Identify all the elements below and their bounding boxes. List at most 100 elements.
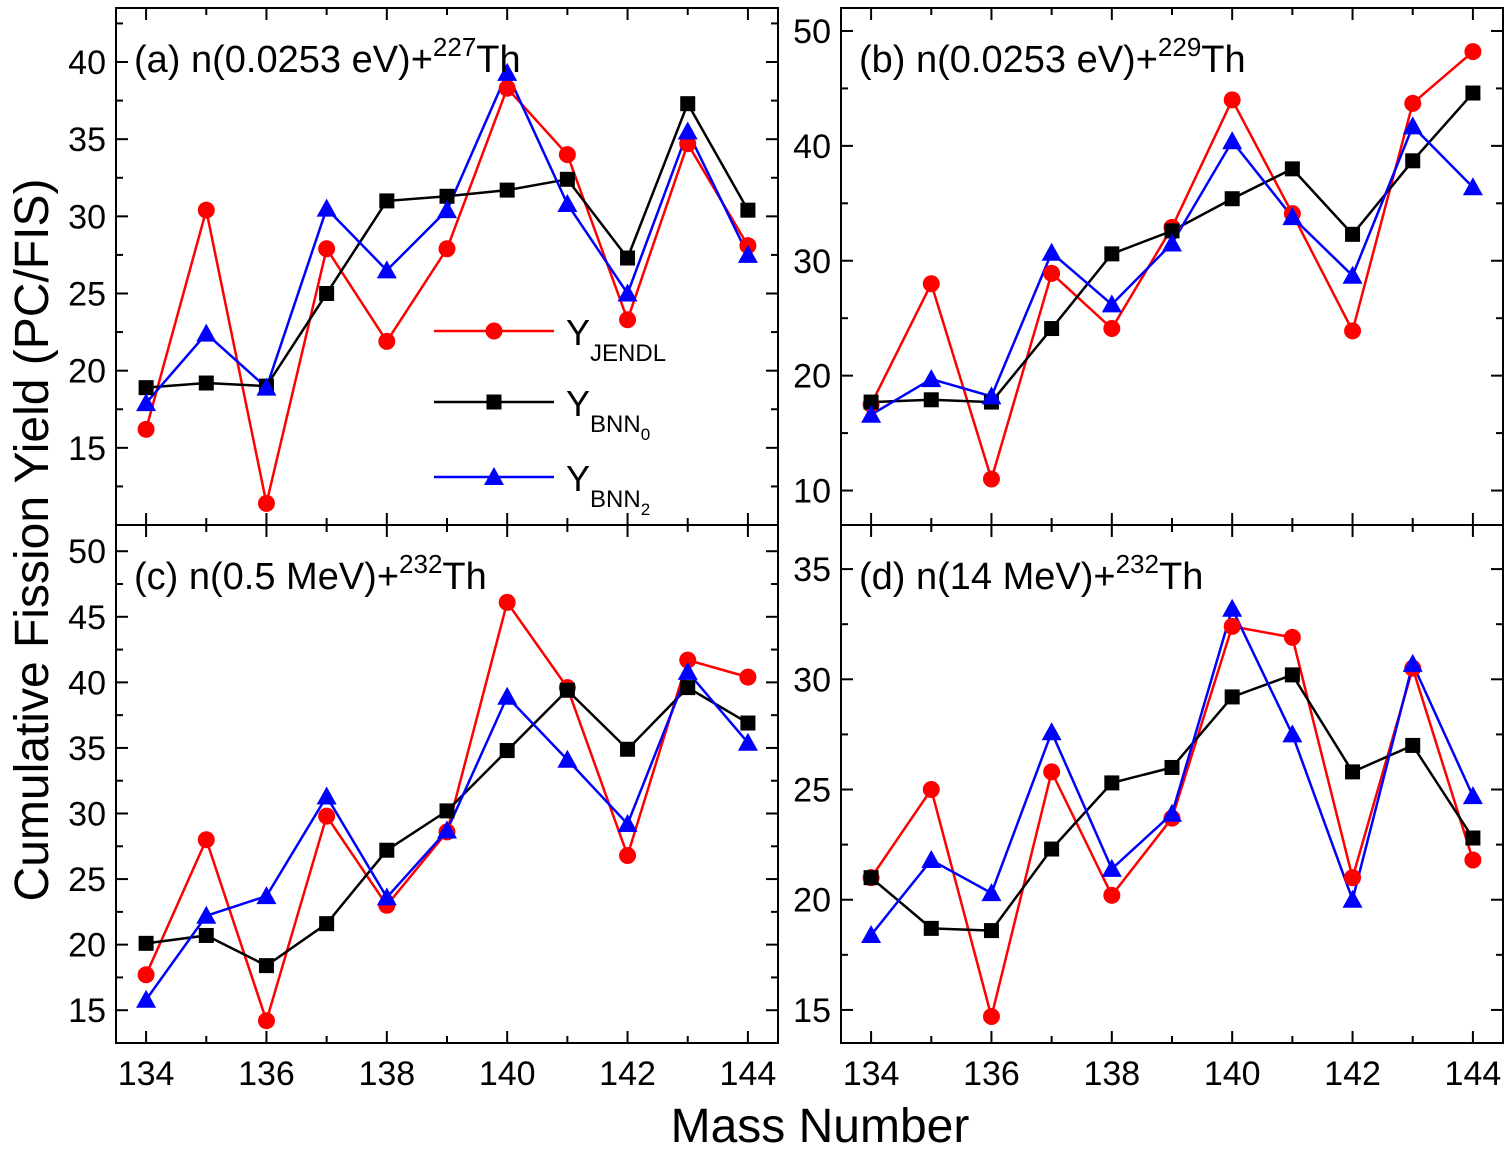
- data-point-bnn0: [620, 741, 636, 757]
- data-point-bnn2: [256, 886, 277, 905]
- data-point-bnn2: [497, 62, 518, 81]
- data-point-bnn2: [737, 244, 758, 263]
- data-point-bnn2: [981, 386, 1002, 405]
- y-tick-label: 30: [68, 198, 106, 236]
- data-point-jendl: [1283, 628, 1301, 646]
- x-tick-label: 142: [599, 1055, 656, 1093]
- data-point-bnn0: [1104, 775, 1120, 791]
- chart-panels: 15 20 25 30 35 40 (a) n(0.0253 eV)+227Th 10 20 30…: [68, 7, 1504, 1093]
- y-tick-label: 35: [793, 551, 831, 589]
- data-point-jendl: [922, 781, 940, 799]
- data-point-jendl: [137, 420, 155, 438]
- series-line-bnn0: [870, 673, 1474, 932]
- data-point-bnn0: [1405, 737, 1421, 753]
- y-tick-label: 45: [68, 599, 106, 637]
- data-point-bnn0: [923, 392, 939, 408]
- data-point-bnn2: [376, 887, 397, 906]
- data-point-bnn0: [1164, 223, 1180, 239]
- data-point-bnn0: [680, 680, 696, 696]
- data-point-bnn0: [1465, 85, 1481, 101]
- data-point-jendl: [1344, 322, 1362, 340]
- x-tick-label: 134: [843, 1055, 900, 1093]
- plot-frame: [840, 7, 1504, 526]
- data-point-bnn0: [1164, 759, 1180, 775]
- y-tick-label: 15: [793, 992, 831, 1030]
- panel-d: 134 136 138 140 142 144 15 20 25 30 35 (d) n(14 MeV…: [793, 524, 1504, 1093]
- data-point-bnn0: [740, 202, 756, 218]
- data-point-bnn2: [1041, 242, 1062, 261]
- data-point-bnn2: [1162, 233, 1182, 252]
- data-point-bnn2: [1402, 116, 1423, 135]
- data-point-bnn0: [138, 380, 154, 396]
- data-point-jendl: [1223, 617, 1241, 635]
- data-point-bnn2: [1342, 889, 1363, 908]
- plot-frame: [840, 524, 1504, 1044]
- data-point-bnn2: [196, 905, 217, 924]
- data-point-jendl: [679, 651, 697, 669]
- data-point-jendl: [1103, 320, 1121, 338]
- data-point-bnn0: [198, 375, 214, 391]
- data-point-bnn2: [557, 749, 578, 768]
- data-point-bnn2: [1402, 653, 1423, 672]
- data-point-bnn2: [1222, 131, 1243, 150]
- y-tick-label: 25: [68, 276, 106, 314]
- y-tick-label: 20: [793, 358, 831, 396]
- data-point-bnn2: [861, 404, 882, 423]
- data-point-bnn2: [256, 377, 277, 396]
- data-point-jendl: [197, 201, 215, 219]
- data-point-bnn2: [1041, 722, 1062, 741]
- data-point-jendl: [378, 332, 396, 350]
- legend-marker: [485, 322, 503, 340]
- data-point-bnn0: [319, 916, 335, 932]
- y-tick-label: 20: [68, 353, 106, 391]
- data-point-bnn0: [439, 803, 455, 819]
- data-point-bnn0: [559, 682, 575, 698]
- plot-frame: [115, 7, 779, 526]
- y-tick-label: 35: [68, 730, 106, 768]
- data-point-bnn2: [1222, 598, 1243, 617]
- x-tick-label: 142: [1324, 1055, 1381, 1093]
- data-point-jendl: [257, 1012, 275, 1030]
- data-point-jendl: [438, 240, 456, 258]
- data-point-bnn0: [198, 927, 214, 943]
- data-point-bnn0: [559, 171, 575, 187]
- data-point-bnn0: [923, 920, 939, 936]
- data-point-bnn0: [1345, 764, 1361, 780]
- data-point-jendl: [1464, 43, 1482, 61]
- data-point-bnn2: [376, 260, 397, 279]
- x-tick-label: 136: [963, 1055, 1020, 1093]
- data-point-jendl: [1103, 886, 1121, 904]
- legend-label: YBNN0: [566, 383, 650, 444]
- data-point-bnn2: [677, 121, 698, 140]
- y-axis-title: Cumulative Fission Yield (PC/FIS): [6, 179, 59, 902]
- data-point-jendl: [197, 831, 215, 849]
- data-point-bnn2: [617, 283, 638, 302]
- y-tick-label: 40: [68, 664, 106, 702]
- data-point-bnn2: [316, 198, 337, 217]
- data-point-bnn2: [557, 193, 578, 212]
- x-tick-label: 140: [1204, 1055, 1261, 1093]
- data-point-jendl: [739, 668, 757, 686]
- panel-label: (d) n(14 MeV)+232Th: [859, 549, 1203, 598]
- y-tick-label: 25: [68, 861, 106, 899]
- data-point-jendl: [982, 1008, 1000, 1026]
- y-tick-label: 50: [793, 13, 831, 51]
- data-point-jendl: [922, 275, 940, 293]
- data-point-bnn0: [258, 958, 274, 974]
- data-point-bnn2: [981, 883, 1002, 902]
- data-point-bnn2: [617, 813, 638, 832]
- y-tick-label: 15: [68, 430, 106, 468]
- y-tick-label: 30: [793, 243, 831, 281]
- legend-item-jendl: YJENDL: [434, 312, 666, 367]
- panel-label: (b) n(0.0253 eV)+229Th: [859, 32, 1246, 81]
- series-line-jendl: [144, 85, 749, 504]
- data-point-bnn2: [1282, 207, 1303, 226]
- x-tick-label: 144: [1445, 1055, 1502, 1093]
- x-tick-label: 140: [479, 1055, 536, 1093]
- data-point-bnn0: [379, 193, 395, 209]
- plot-frame: [115, 524, 779, 1044]
- data-point-bnn2: [1462, 786, 1483, 805]
- data-point-bnn2: [196, 323, 217, 342]
- data-point-bnn0: [983, 923, 999, 939]
- data-point-jendl: [1223, 91, 1241, 109]
